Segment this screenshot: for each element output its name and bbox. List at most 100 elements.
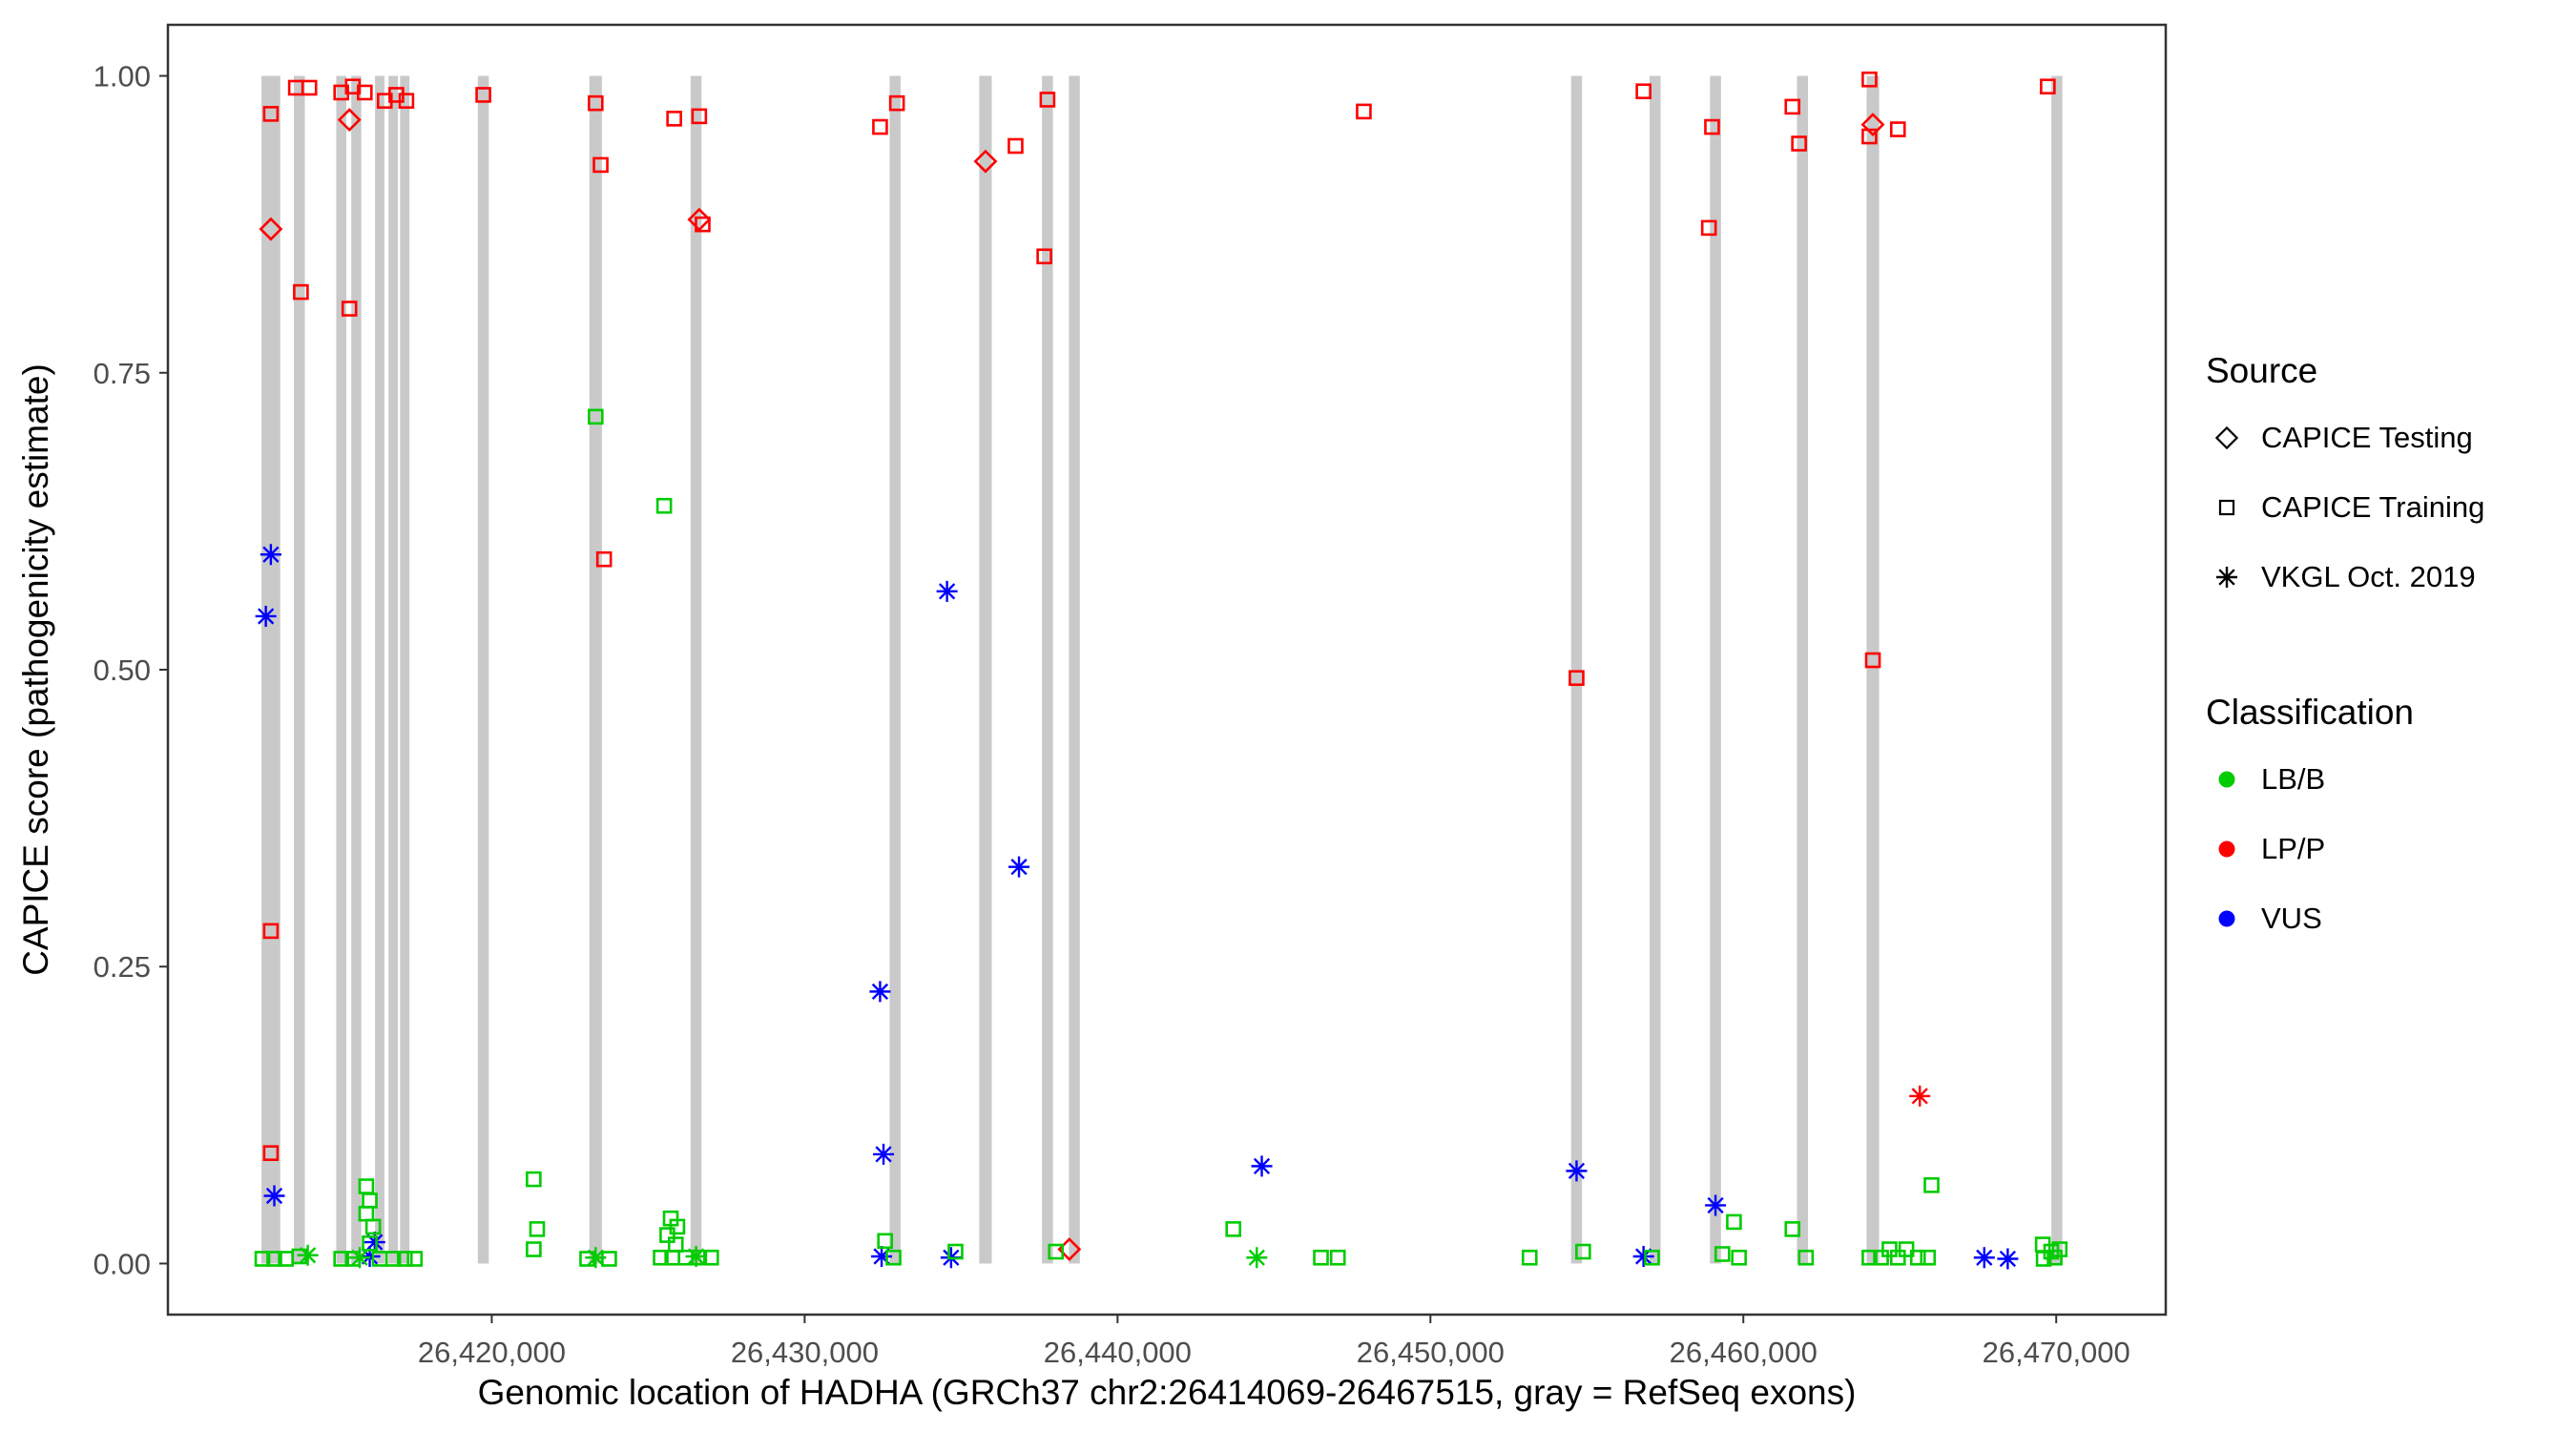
green-dot-icon xyxy=(2218,771,2235,788)
data-point-asterisk xyxy=(871,1246,893,1267)
data-point-square xyxy=(301,79,318,96)
legend-source-title: Source xyxy=(2206,351,2318,390)
data-point-square xyxy=(666,111,682,127)
legend-item-lbb: LB/B xyxy=(2206,756,2484,803)
data-point-square xyxy=(653,1249,669,1266)
asterisk-icon xyxy=(2216,567,2237,588)
exon-bar xyxy=(1570,75,1583,1264)
exon-bar xyxy=(261,75,280,1264)
legend-item-label: LB/B xyxy=(2261,762,2326,796)
data-point-square xyxy=(1568,670,1585,687)
exon-bar xyxy=(400,75,410,1264)
data-point-asterisk xyxy=(255,605,277,627)
exon-bar xyxy=(2051,75,2063,1264)
data-point-asterisk xyxy=(1705,1194,1727,1216)
exon-bar xyxy=(336,75,346,1264)
x-tick-label: 26,450,000 xyxy=(1357,1336,1505,1369)
data-point-square xyxy=(1873,1249,1889,1266)
exon-bar xyxy=(1069,75,1080,1264)
red-dot-icon xyxy=(2218,840,2235,858)
data-point-square xyxy=(1909,1249,1926,1266)
data-point-square xyxy=(1644,1249,1660,1266)
exon-bar xyxy=(375,75,384,1264)
legend-item-label: VUS xyxy=(2261,902,2322,935)
data-point-square xyxy=(1864,652,1881,669)
data-point-diamond xyxy=(259,217,283,241)
data-point-square xyxy=(1048,1243,1065,1260)
data-point-asterisk xyxy=(1008,856,1030,878)
data-point-square xyxy=(364,1218,382,1235)
data-point-square xyxy=(475,87,491,103)
data-point-asterisk xyxy=(936,580,958,602)
data-point-asterisk xyxy=(260,544,281,566)
data-point-square xyxy=(362,1235,378,1252)
data-point-square xyxy=(695,216,711,233)
legend-item-label: VKGL Oct. 2019 xyxy=(2261,560,2476,593)
data-point-square xyxy=(885,1249,902,1266)
data-point-square xyxy=(266,1251,282,1267)
data-point-square xyxy=(406,1251,424,1267)
data-point-square xyxy=(588,94,604,112)
data-point-square xyxy=(872,118,888,135)
x-tick-label: 26,470,000 xyxy=(1983,1336,2130,1369)
data-point-asterisk xyxy=(585,1247,607,1269)
exon-bar xyxy=(1650,75,1661,1264)
data-point-square xyxy=(2046,1249,2063,1266)
legend-group-source: Source CAPICE Testing CAPICE Training VK… xyxy=(2206,351,2484,601)
exon-bar xyxy=(1797,75,1808,1264)
panel-border xyxy=(166,23,2168,1317)
x-tick-label: 26,430,000 xyxy=(731,1336,879,1369)
legend-item-label: CAPICE Testing xyxy=(2261,421,2473,454)
x-tick-label: 26,460,000 xyxy=(1670,1336,1818,1369)
data-point-square xyxy=(592,156,609,174)
data-point-asterisk xyxy=(297,1244,319,1266)
data-point-square xyxy=(526,1171,542,1188)
exon-bar xyxy=(477,75,489,1264)
data-point-square xyxy=(529,1221,546,1237)
legend-item-label: CAPICE Training xyxy=(2261,490,2485,524)
square-icon xyxy=(2218,499,2235,516)
data-point-square xyxy=(2040,78,2056,95)
data-point-square xyxy=(595,550,613,568)
x-tick-label: 26,420,000 xyxy=(418,1336,566,1369)
data-point-square xyxy=(1635,83,1652,100)
data-point-square xyxy=(691,108,708,125)
data-point-square xyxy=(341,301,358,317)
data-point-asterisk xyxy=(1632,1246,1654,1267)
y-axis-title: CAPICE score (pathogenicity estimate) xyxy=(16,363,55,976)
data-point-square xyxy=(1784,98,1801,115)
data-point-square xyxy=(1521,1249,1538,1266)
legend-item-capice-testing: CAPICE Testing xyxy=(2206,414,2484,462)
data-point-square xyxy=(669,1218,686,1235)
exon-bar xyxy=(589,75,602,1264)
x-tick-label: 26,440,000 xyxy=(1044,1336,1192,1369)
diamond-icon xyxy=(2214,425,2239,450)
data-point-square xyxy=(1861,71,1878,88)
exon-bar xyxy=(388,75,399,1264)
data-point-square xyxy=(1784,1221,1801,1237)
data-point-square xyxy=(262,1145,280,1161)
exon-bar xyxy=(690,75,702,1264)
exon-bar xyxy=(1042,75,1053,1264)
data-point-square xyxy=(1036,248,1052,265)
data-point-square xyxy=(262,106,280,122)
data-point-asterisk xyxy=(1973,1247,1995,1269)
exon-bar xyxy=(351,75,362,1264)
data-point-asterisk xyxy=(1246,1247,1268,1269)
data-point-square xyxy=(1923,1177,1940,1193)
legend-item-capice-training: CAPICE Training xyxy=(2206,484,2484,531)
legend: Source CAPICE Testing CAPICE Training VK… xyxy=(2206,351,2484,964)
data-point-square xyxy=(1898,1241,1915,1257)
data-point-square xyxy=(888,94,905,112)
data-point-square xyxy=(1920,1249,1937,1266)
data-point-asterisk xyxy=(364,1232,385,1254)
data-point-square xyxy=(262,923,280,940)
data-point-asterisk xyxy=(869,981,891,1003)
data-point-square xyxy=(588,408,604,425)
data-point-asterisk xyxy=(1566,1160,1588,1182)
data-point-square xyxy=(1791,135,1807,152)
data-point-asterisk xyxy=(1997,1248,2019,1270)
data-point-square xyxy=(384,1251,402,1267)
data-point-square xyxy=(1704,118,1720,135)
